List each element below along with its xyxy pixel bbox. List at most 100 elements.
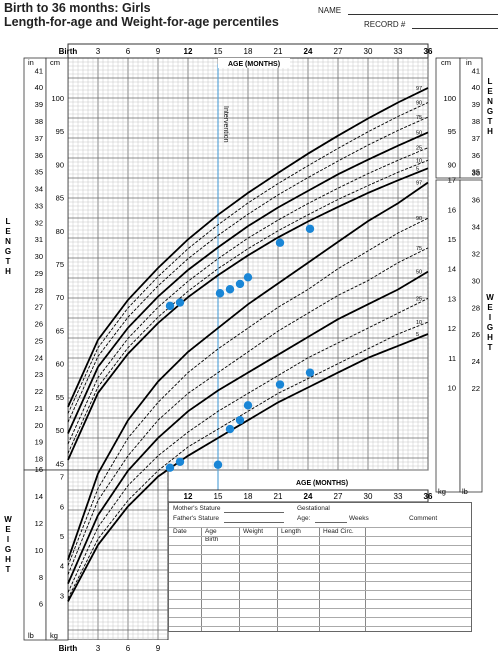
- length-axis-title-right: T: [488, 117, 493, 126]
- age-axis-title-mid: AGE (MONTHS): [296, 480, 348, 487]
- middle-age-tick-label: 30: [364, 492, 373, 501]
- fathers-stature-line: [224, 522, 284, 523]
- middle-age-tick-label: 33: [394, 492, 403, 501]
- weight-axis-title-right: I: [489, 313, 491, 322]
- length-percentile-label: 90: [416, 101, 422, 107]
- left-inch-tick: 37: [35, 134, 43, 143]
- weight-axis-title-left: I: [7, 535, 9, 544]
- right-kg-scale: [435, 179, 461, 493]
- left-kg-tick: 4: [60, 562, 64, 571]
- left-inch-tick: 39: [35, 100, 43, 109]
- right-lb-tick: 30: [472, 276, 480, 285]
- right-inch-tick: 37: [472, 134, 480, 143]
- gestational-age-line: [315, 522, 347, 523]
- left-cm-tick: 50: [56, 426, 64, 435]
- form-row-line: [169, 608, 471, 609]
- right-inch-tick: 36: [472, 151, 480, 160]
- form-row-line: [169, 599, 471, 600]
- right-cm-tick: 90: [448, 160, 456, 169]
- length-axis-title-left: G: [5, 247, 11, 256]
- weight-patient-point: [213, 460, 223, 469]
- weight-patient-point: [275, 380, 285, 389]
- form-col-header: Head Circ.: [323, 528, 354, 535]
- top-age-tick-label: 12: [184, 47, 193, 56]
- weight-axis-title-left: T: [6, 565, 11, 574]
- top-age-tick-label: 6: [126, 47, 131, 56]
- weight-axis-title-left: E: [5, 525, 11, 534]
- weight-percentile-label: 75: [416, 246, 422, 252]
- weight-patient-point: [243, 401, 253, 410]
- form-row-line: [169, 572, 471, 573]
- left-inch-tick: 23: [35, 370, 43, 379]
- left-inch-tick: 41: [35, 66, 43, 75]
- right-kg-tick: 15: [448, 235, 456, 244]
- right-inch-tick: 38: [472, 117, 480, 126]
- form-col-header: Age: [205, 528, 217, 535]
- length-percentile-label: 25: [416, 146, 422, 152]
- record-label: RECORD #: [364, 20, 406, 29]
- left-inch-tick: 19: [35, 438, 43, 447]
- top-age-tick-label: 24: [304, 47, 313, 56]
- bottom-age-tick-label: 6: [126, 644, 131, 653]
- weight-curve-p25: [67, 297, 429, 593]
- top-age-tick-label: 18: [244, 47, 253, 56]
- weight-axis-title-left: G: [5, 545, 11, 554]
- right-lb-unit: lb: [462, 487, 468, 496]
- length-curve-p25: [67, 147, 429, 445]
- length-percentile-label: 10: [416, 158, 422, 164]
- right-kg-tick: 12: [448, 324, 456, 333]
- length-axis-title-left: N: [5, 237, 11, 246]
- length-percentile-label: 5: [416, 166, 419, 172]
- left-cm-tick: 45: [56, 459, 64, 468]
- form-row-line: [169, 554, 471, 555]
- middle-age-tick-label: 15: [214, 492, 223, 501]
- length-percentile-label: 97: [416, 86, 422, 92]
- weight-axis-title-right: W: [486, 293, 494, 302]
- left-lb-tick: 14: [35, 492, 43, 501]
- left-lb-tick: 8: [39, 573, 43, 582]
- length-patient-point: [305, 224, 315, 233]
- length-axis-title-right: L: [488, 77, 493, 86]
- left-inch-tick: 27: [35, 303, 43, 312]
- left-lb-tick: 10: [35, 546, 43, 555]
- age-title-bg-mid: [286, 476, 358, 487]
- weight-axis-title-right: T: [488, 343, 493, 352]
- weight-curve-p10: [67, 321, 429, 599]
- left-kg-tick: 7: [60, 473, 64, 482]
- middle-age-tick-label: 27: [334, 492, 343, 501]
- top-age-tick-label: 30: [364, 47, 373, 56]
- right-lb-tick: 24: [472, 357, 480, 366]
- weight-percentile-label: 97: [416, 181, 422, 187]
- length-patient-point: [225, 285, 235, 294]
- form-col-divider: [277, 527, 278, 631]
- age-axis-title-top: AGE (MONTHS): [228, 61, 280, 68]
- weight-axis-title-left: H: [5, 555, 11, 564]
- left-cm-tick: 100: [51, 94, 64, 103]
- length-patient-point: [215, 289, 225, 298]
- weight-curve-p97: [67, 181, 429, 561]
- top-age-tick-label: Birth: [59, 47, 78, 56]
- weight-axis-title-left: W: [4, 515, 12, 524]
- fathers-stature-label: Father's Stature: [173, 515, 220, 522]
- form-col-divider: [365, 527, 366, 631]
- right-inch-tick: 41: [472, 66, 480, 75]
- chart-axes: [23, 43, 483, 654]
- left-cm-tick: 90: [56, 160, 64, 169]
- name-label: NAME: [318, 6, 342, 15]
- form-col-header: Weight: [243, 528, 264, 535]
- form-col-divider: [319, 527, 320, 631]
- weight-curve-p75: [67, 247, 429, 575]
- left-inch-tick: 38: [35, 117, 43, 126]
- middle-age-axis: [167, 489, 429, 503]
- middle-age-tick-label: 36: [424, 492, 433, 501]
- right-lb-scale: [459, 179, 483, 493]
- form-col-header: Length: [281, 528, 301, 535]
- bottom-age-axis: [60, 640, 170, 654]
- left-inch-tick: 28: [35, 286, 43, 295]
- left-kg-tick: 6: [60, 502, 64, 511]
- right-kg-tick: 13: [448, 294, 456, 303]
- right-lb-tick: 28: [472, 303, 480, 312]
- left-inch-tick: 22: [35, 387, 43, 396]
- bottom-age-tick-label: Birth: [59, 644, 78, 653]
